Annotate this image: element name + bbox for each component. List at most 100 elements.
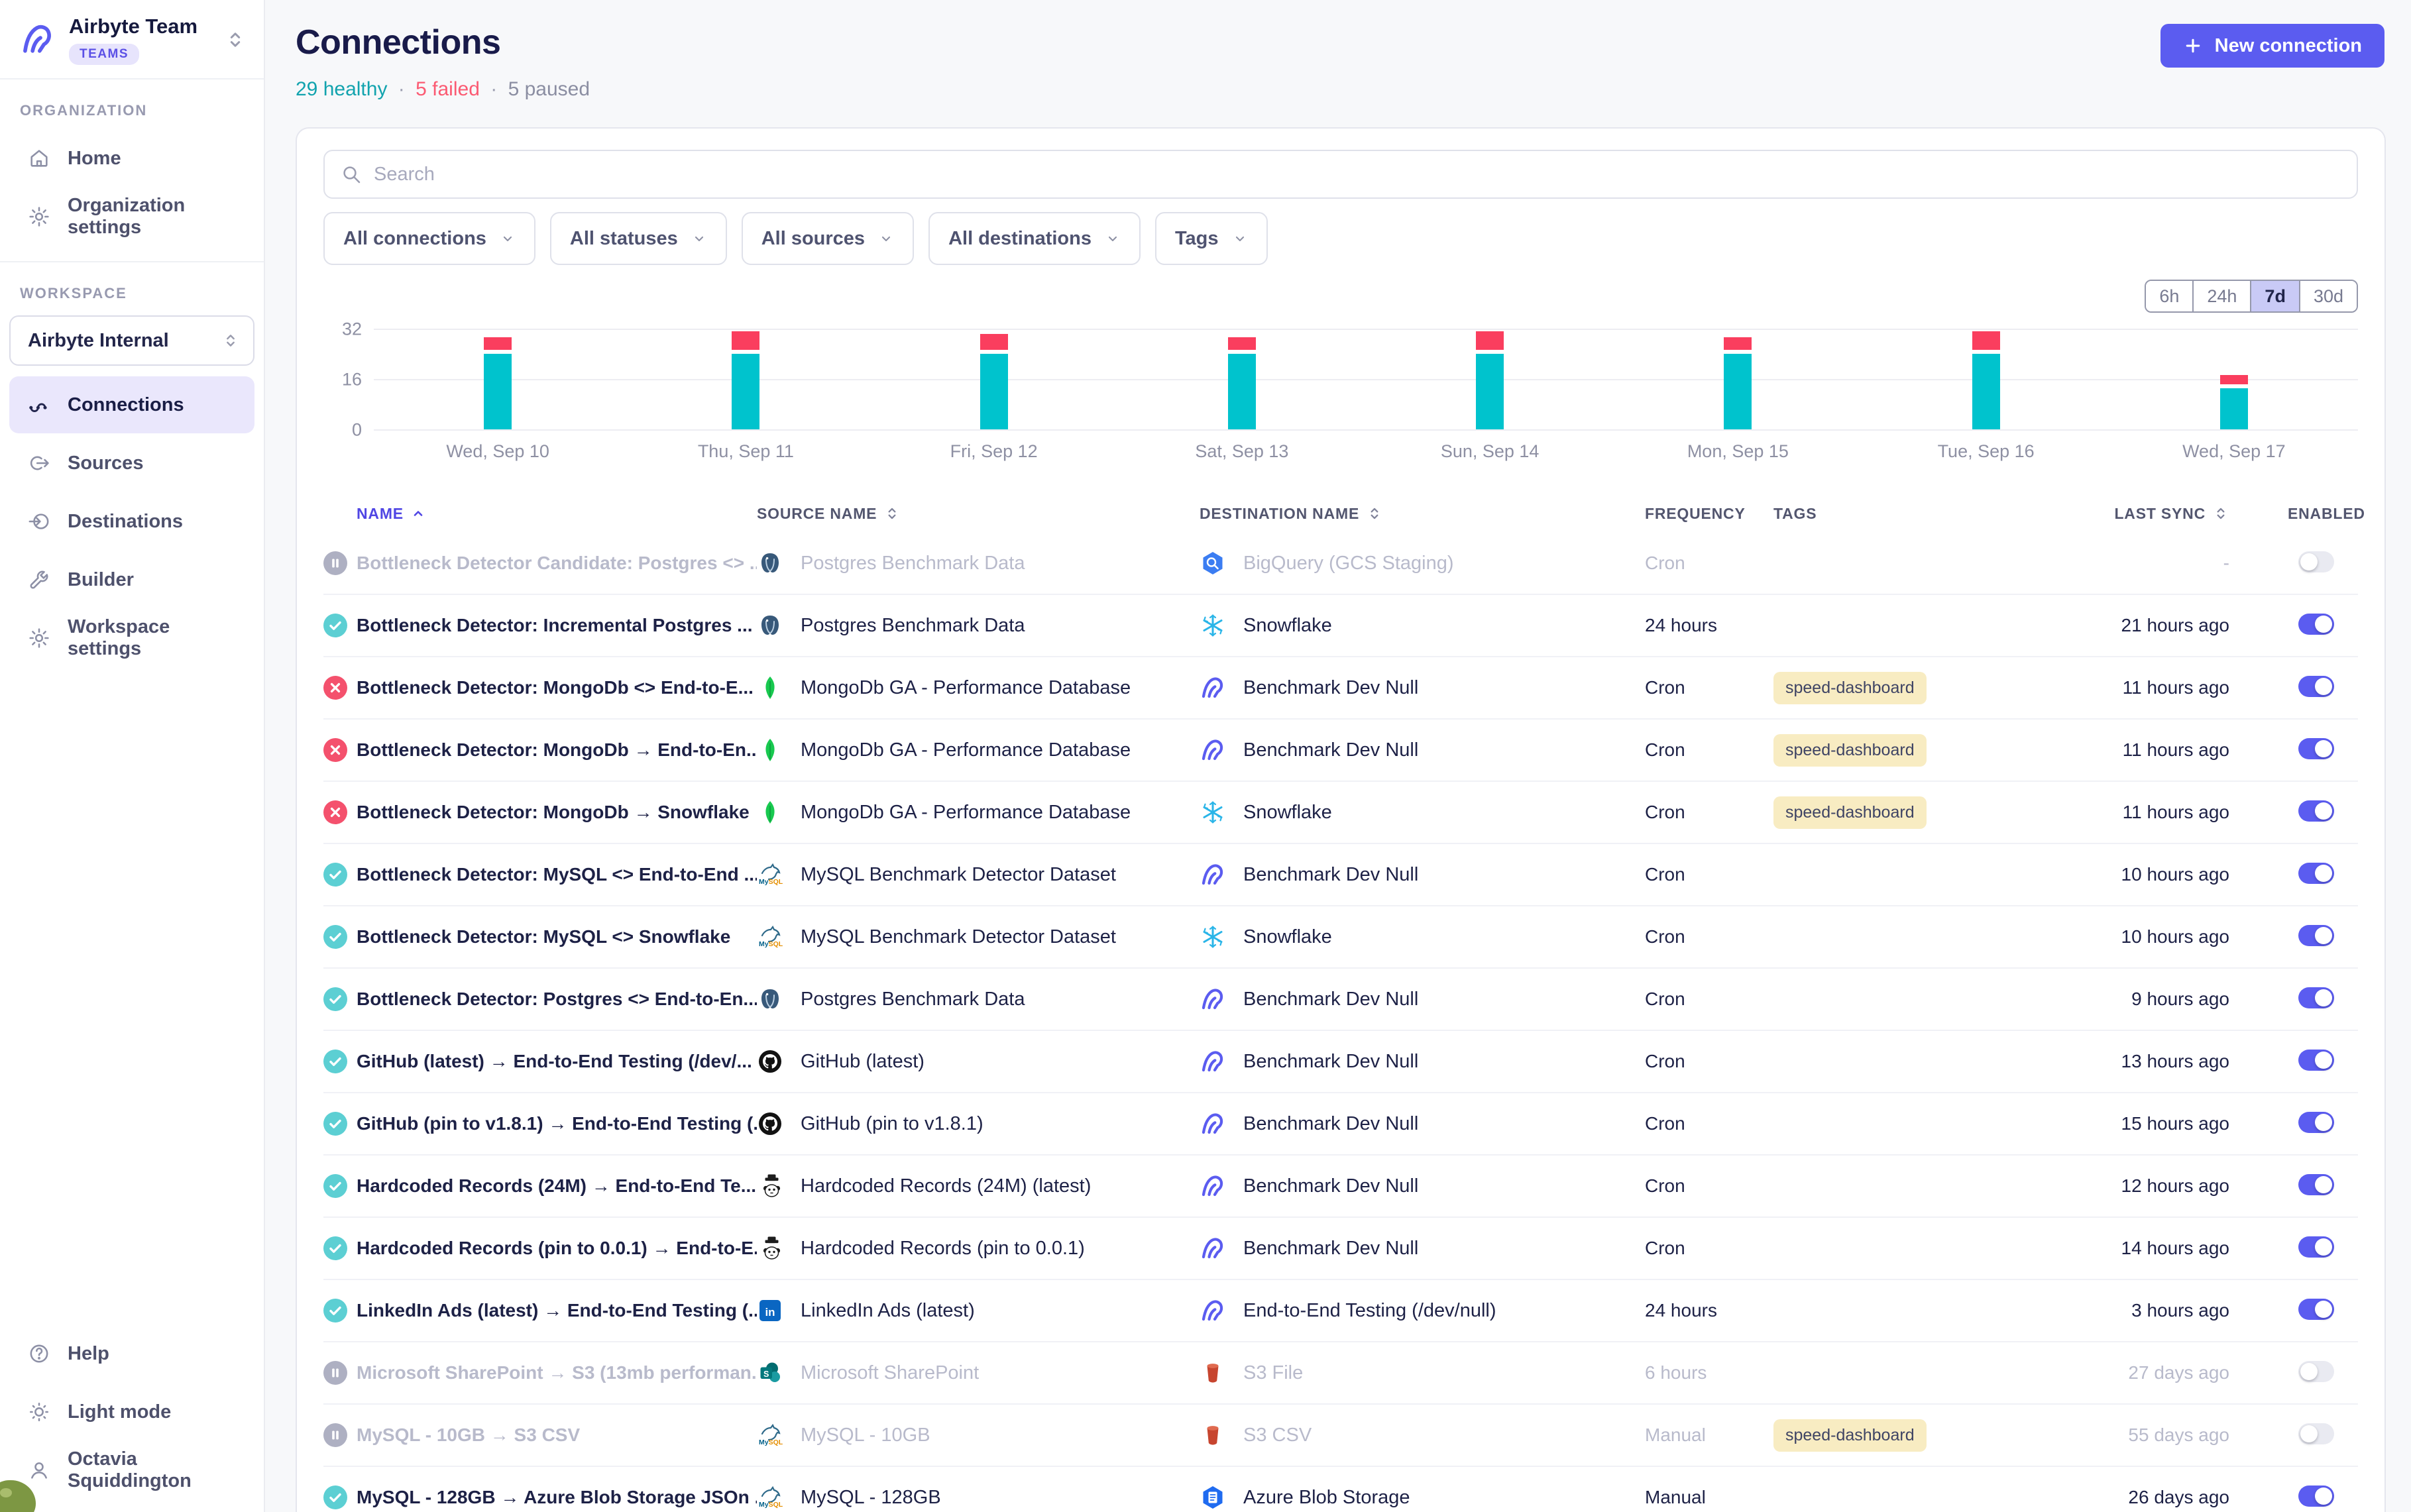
filter-all-sources[interactable]: All sources: [741, 212, 915, 265]
gear-icon: [28, 205, 50, 228]
enabled-toggle[interactable]: [2298, 924, 2334, 946]
table-row[interactable]: Bottleneck Detector: MySQL <> End-to-End…: [323, 844, 2358, 906]
table-row[interactable]: MySQL - 128GB → Azure Blob Storage JSOn …: [323, 1467, 2358, 1512]
sidebar-item-sources[interactable]: Sources: [9, 435, 254, 492]
status-failed-icon: [323, 676, 347, 700]
enabled-toggle[interactable]: [2298, 551, 2334, 572]
enabled-toggle[interactable]: [2298, 1236, 2334, 1258]
table-header-row: NAME SOURCE NAME DESTINATION NAME FREQUENCY…: [323, 494, 2365, 533]
enabled-toggle[interactable]: [2298, 1173, 2334, 1195]
source-name: Postgres Benchmark Data: [801, 552, 1025, 574]
sort-asc-icon: [410, 506, 426, 521]
sidebar-item-label: Connections: [68, 394, 184, 415]
column-header-source-name[interactable]: SOURCE NAME: [757, 505, 1200, 523]
search-input[interactable]: [374, 163, 2341, 186]
enabled-toggle[interactable]: [2298, 1423, 2334, 1444]
bar-succeeded[interactable]: [2219, 388, 2248, 429]
connection-name: MySQL - 128GB → Azure Blob Storage JSOn …: [357, 1487, 757, 1507]
connections-icon: [28, 394, 50, 416]
filter-all-connections[interactable]: All connections: [323, 212, 535, 265]
enabled-toggle[interactable]: [2298, 1360, 2334, 1382]
source-name: MongoDb GA - Performance Database: [801, 739, 1131, 761]
table-row[interactable]: Microsoft SharePoint → S3 (13mb performa…: [323, 1342, 2358, 1405]
filter-tags[interactable]: Tags: [1154, 212, 1268, 265]
table-row[interactable]: LinkedIn Ads (latest) → End-to-End Testi…: [323, 1280, 2358, 1342]
status-healthy-icon: [323, 863, 347, 887]
time-range-6h[interactable]: 6h: [2146, 281, 2193, 311]
sidebar-item-builder[interactable]: Builder: [9, 551, 254, 608]
bar-failed[interactable]: [484, 337, 512, 350]
enabled-toggle[interactable]: [2298, 800, 2334, 822]
bar-succeeded[interactable]: [1724, 354, 1752, 429]
table-row[interactable]: Hardcoded Records (pin to 0.0.1) → End-t…: [323, 1218, 2358, 1280]
sidebar-item-light-mode[interactable]: Light mode: [9, 1383, 254, 1440]
bar-succeeded[interactable]: [980, 354, 1008, 429]
enabled-toggle[interactable]: [2298, 1049, 2334, 1071]
filter-all-destinations[interactable]: All destinations: [928, 212, 1141, 265]
bar-succeeded[interactable]: [732, 354, 760, 429]
last-sync: 3 hours ago: [2131, 1300, 2229, 1321]
bar-failed[interactable]: [1724, 337, 1752, 350]
table-row[interactable]: Bottleneck Detector: MongoDb → Snowflake…: [323, 782, 2358, 844]
frequency: Cron: [1645, 1051, 1685, 1071]
bar-failed[interactable]: [732, 331, 760, 350]
table-row[interactable]: Bottleneck Detector Candidate: Postgres …: [323, 533, 2358, 595]
bar-failed[interactable]: [2219, 375, 2248, 385]
source-name: Hardcoded Records (pin to 0.0.1): [801, 1237, 1085, 1259]
table-row[interactable]: Bottleneck Detector: MongoDb → End-to-En…: [323, 720, 2358, 782]
table-row[interactable]: Bottleneck Detector: Incremental Postgre…: [323, 595, 2358, 657]
time-range-7d[interactable]: 7d: [2250, 281, 2299, 311]
source-name: GitHub (pin to v1.8.1): [801, 1112, 983, 1134]
sidebar-item-destinations[interactable]: Destinations: [9, 493, 254, 550]
destination-name: Benchmark Dev Null: [1243, 1175, 1419, 1197]
time-range-30d[interactable]: 30d: [2298, 281, 2357, 311]
bar-failed[interactable]: [1227, 337, 1256, 350]
sidebar-item-help[interactable]: Help: [9, 1325, 254, 1382]
enabled-toggle[interactable]: [2298, 1485, 2334, 1507]
bar-succeeded[interactable]: [1227, 354, 1256, 429]
sidebar-item-organization-settings[interactable]: Organization settings: [9, 188, 254, 245]
enabled-toggle[interactable]: [2298, 737, 2334, 759]
sidebar-item-home[interactable]: Home: [9, 130, 254, 187]
mysql-icon: MySQL: [757, 1484, 783, 1511]
table-row[interactable]: GitHub (latest) → End-to-End Testing (/d…: [323, 1031, 2358, 1093]
workspace-selector[interactable]: Airbyte Internal: [9, 315, 254, 366]
bar-succeeded[interactable]: [484, 354, 512, 429]
sidebar-item-connections[interactable]: Connections: [9, 376, 254, 433]
table-row[interactable]: MySQL - 10GB → S3 CSV MySQL MySQL - 10GB S3…: [323, 1405, 2358, 1467]
table-row[interactable]: GitHub (pin to v1.8.1) → End-to-End Test…: [323, 1093, 2358, 1156]
org-switcher[interactable]: Airbyte Team TEAMS: [0, 0, 264, 80]
enabled-toggle[interactable]: [2298, 675, 2334, 697]
new-connection-button[interactable]: New connection: [2160, 24, 2384, 68]
sidebar-item-workspace-settings[interactable]: Workspace settings: [9, 610, 254, 667]
mysql-icon: MySQL: [757, 924, 783, 950]
enabled-toggle[interactable]: [2298, 613, 2334, 635]
status-failed-icon: [323, 800, 347, 824]
table-row[interactable]: Bottleneck Detector: Postgres <> End-to-…: [323, 969, 2358, 1031]
table-row[interactable]: Bottleneck Detector: MySQL <> Snowflake M…: [323, 906, 2358, 969]
search-icon: [341, 164, 362, 185]
enabled-toggle[interactable]: [2298, 862, 2334, 884]
bar-failed[interactable]: [1972, 331, 2000, 350]
bar-succeeded[interactable]: [1476, 354, 1504, 429]
time-range-24h[interactable]: 24h: [2192, 281, 2251, 311]
enabled-toggle[interactable]: [2298, 987, 2334, 1008]
chevrons-updown-icon[interactable]: [224, 28, 247, 51]
sidebar-item-user[interactable]: Octavia Squiddington: [9, 1442, 254, 1499]
filter-all-statuses[interactable]: All statuses: [549, 212, 727, 265]
destination-name: Benchmark Dev Null: [1243, 1050, 1419, 1072]
bar-failed[interactable]: [1476, 331, 1504, 350]
main-content: Connections 29 healthy · 5 failed · 5 pa…: [265, 0, 2411, 1512]
bar-failed[interactable]: [980, 334, 1008, 350]
column-header-destination-name[interactable]: DESTINATION NAME: [1200, 505, 1645, 523]
github-icon: [757, 1110, 783, 1137]
chevron-down-icon: [500, 231, 516, 246]
enabled-toggle[interactable]: [2298, 1298, 2334, 1320]
table-row[interactable]: Hardcoded Records (24M) → End-to-End Te.…: [323, 1156, 2358, 1218]
table-row[interactable]: Bottleneck Detector: MongoDb <> End-to-E…: [323, 657, 2358, 720]
bar-succeeded[interactable]: [1972, 354, 2000, 429]
enabled-toggle[interactable]: [2298, 1111, 2334, 1133]
column-header-last-sync[interactable]: LAST SYNC: [2012, 505, 2229, 523]
destination-name: S3 CSV: [1243, 1424, 1312, 1446]
column-header-name[interactable]: NAME: [357, 505, 757, 523]
